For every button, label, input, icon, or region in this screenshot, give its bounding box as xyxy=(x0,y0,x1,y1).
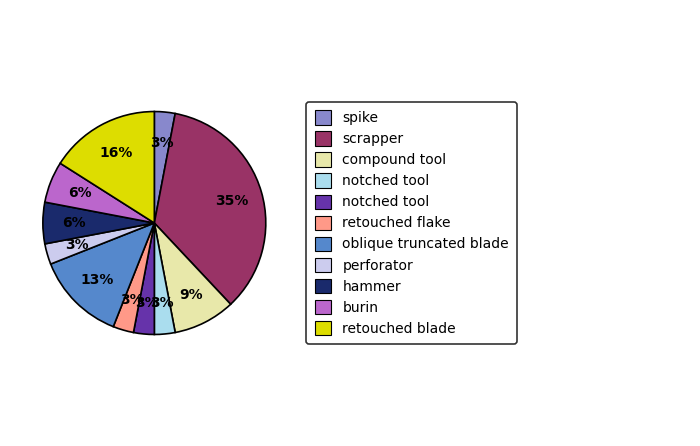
Wedge shape xyxy=(154,223,175,334)
Text: 3%: 3% xyxy=(135,296,159,310)
Wedge shape xyxy=(45,163,154,223)
Text: 3%: 3% xyxy=(150,136,174,150)
Wedge shape xyxy=(154,112,175,223)
Text: 6%: 6% xyxy=(62,216,86,230)
Text: 6%: 6% xyxy=(68,186,92,200)
Wedge shape xyxy=(60,112,154,223)
Wedge shape xyxy=(154,114,266,304)
Text: 9%: 9% xyxy=(179,288,202,301)
Wedge shape xyxy=(154,223,230,332)
Wedge shape xyxy=(43,202,154,244)
Text: 35%: 35% xyxy=(215,194,248,207)
Wedge shape xyxy=(113,223,154,332)
Wedge shape xyxy=(50,223,154,326)
Legend: spike, scrapper, compound tool, notched tool, notched tool, retouched flake, obl: spike, scrapper, compound tool, notched … xyxy=(306,102,517,344)
Text: 16%: 16% xyxy=(99,146,132,160)
Text: 3%: 3% xyxy=(65,239,89,252)
Text: 3%: 3% xyxy=(120,293,144,307)
Wedge shape xyxy=(45,223,154,264)
Text: 13%: 13% xyxy=(81,273,114,287)
Wedge shape xyxy=(134,223,154,334)
Text: 3%: 3% xyxy=(150,296,174,310)
